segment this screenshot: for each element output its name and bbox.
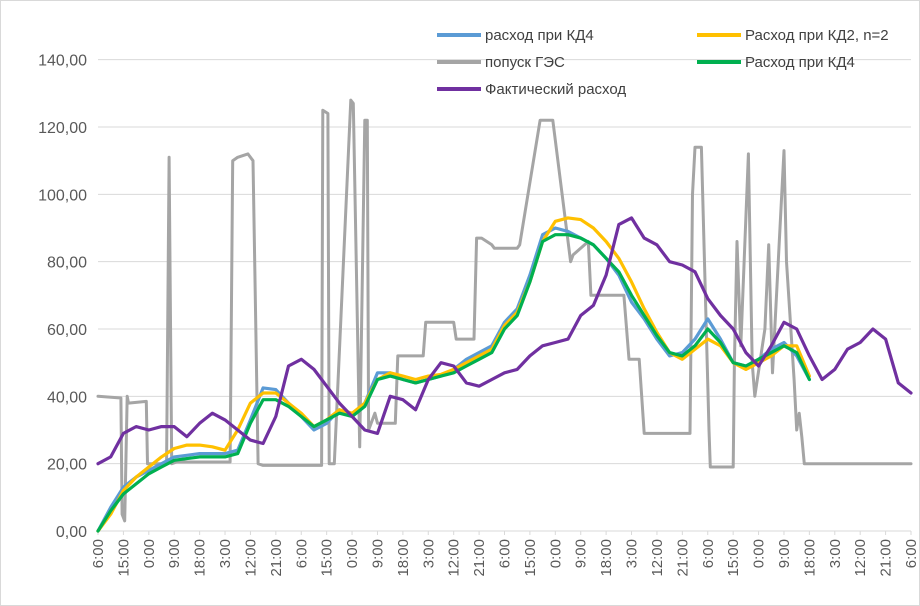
x-tick-label: 6:00 <box>497 539 514 568</box>
x-tick-label: 3:00 <box>217 539 234 568</box>
legend-label: Расход при КД2, n=2 <box>745 27 889 44</box>
x-tick-label: 0:00 <box>141 539 158 568</box>
x-tick-label: 0:00 <box>547 539 564 568</box>
x-tick-label: 9:00 <box>776 539 793 568</box>
series-line-5 <box>96 216 913 466</box>
x-tick-label: 18:00 <box>192 539 209 577</box>
x-tick-label: 15:00 <box>725 539 742 577</box>
x-tick-label: 6:00 <box>903 539 919 568</box>
series-line-2 <box>96 216 811 533</box>
x-tick-label: 9:00 <box>369 539 386 568</box>
x-tick-label: 0:00 <box>344 539 361 568</box>
series-line-4 <box>96 233 811 533</box>
x-tick-label: 15:00 <box>319 539 336 577</box>
x-tick-label: 6:00 <box>90 539 107 568</box>
legend-label: попуск ГЭС <box>485 54 565 71</box>
x-tick-label: 18:00 <box>395 539 412 577</box>
x-tick-label: 21:00 <box>268 539 285 577</box>
x-tick-label: 6:00 <box>700 539 717 568</box>
x-tick-label: 3:00 <box>420 539 437 568</box>
y-tick-label: 80,00 <box>47 255 87 272</box>
x-tick-label: 18:00 <box>598 539 615 577</box>
x-tick-label: 0:00 <box>751 539 768 568</box>
x-axis: 6:00 15:00 0:00 9:00 18:00 3:00 12:00 21:00 6:00… <box>90 530 919 577</box>
legend-label: Расход при КД4 <box>745 54 855 71</box>
x-tick-label: 12:00 <box>242 539 259 577</box>
series-line-1 <box>96 226 811 533</box>
x-tick-label: 15:00 <box>522 539 539 577</box>
legend-label: расход при КД4 <box>485 27 594 44</box>
y-tick-label: 0,00 <box>56 524 87 541</box>
x-tick-label: 18:00 <box>801 539 818 577</box>
x-tick-label: 21:00 <box>674 539 691 577</box>
y-tick-label: 60,00 <box>47 322 87 339</box>
series-line-3 <box>96 98 913 523</box>
x-tick-label: 12:00 <box>446 539 463 577</box>
legend: расход при КД4 Расход при КД2, n=2 попуск … <box>437 27 889 98</box>
y-tick-label: 120,00 <box>38 120 87 137</box>
x-tick-label: 3:00 <box>827 539 844 568</box>
x-tick-label: 21:00 <box>878 539 895 577</box>
y-tick-label: 140,00 <box>38 53 87 70</box>
x-tick-label: 21:00 <box>471 539 488 577</box>
series-lines <box>96 98 913 533</box>
legend-label: Фактический расход <box>485 81 626 98</box>
x-tick-label: 3:00 <box>624 539 641 568</box>
x-tick-label: 6:00 <box>293 539 310 568</box>
y-tick-label: 100,00 <box>38 187 87 204</box>
x-tick-label: 9:00 <box>166 539 183 568</box>
x-tick-label: 12:00 <box>649 539 666 577</box>
y-tick-label: 40,00 <box>47 389 87 406</box>
y-axis: 0,00 20,00 40,00 60,00 80,00 100,00 120,00 140,… <box>38 53 87 541</box>
y-tick-label: 20,00 <box>47 457 87 474</box>
x-tick-label: 9:00 <box>573 539 590 568</box>
x-tick-label: 15:00 <box>115 539 132 577</box>
x-tick-label: 12:00 <box>852 539 869 577</box>
